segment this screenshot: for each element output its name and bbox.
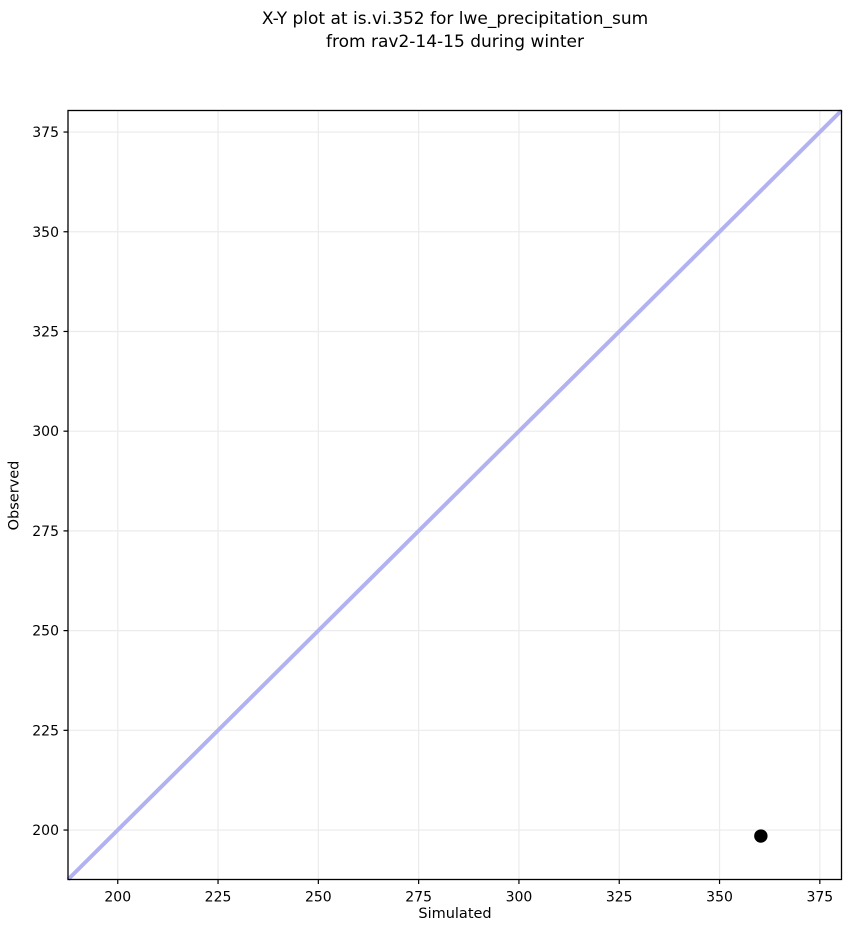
plot-border — [67, 109, 843, 881]
y-tick-label: 325 — [32, 324, 59, 340]
identity-line-line — [66, 109, 843, 881]
data-point — [754, 829, 768, 843]
x-tick-label: 225 — [205, 890, 232, 906]
y-tick-label: 350 — [32, 225, 59, 241]
x-tick-label: 325 — [606, 890, 633, 906]
y-axis-label: Observed — [6, 460, 23, 531]
x-tick-label: 375 — [806, 890, 833, 906]
x-tick-label: 250 — [305, 890, 332, 906]
y-tick-label: 275 — [32, 524, 59, 540]
y-tick-label: 300 — [32, 424, 59, 440]
x-axis-label: Simulated — [418, 906, 492, 922]
y-tick-label: 375 — [32, 125, 59, 141]
x-tick-label: 350 — [706, 890, 733, 906]
chart-title-line1: X-Y plot at is.vi.352 for lwe_precipitat… — [261, 9, 649, 29]
chart-title: X-Y plot at is.vi.352 for lwe_precipitat… — [68, 8, 842, 54]
x-tick-label: 275 — [405, 890, 432, 906]
x-tick-label: 300 — [506, 890, 533, 906]
y-tick-label: 250 — [32, 624, 59, 640]
chart-title-line2: from rav2-14-15 during winter — [326, 32, 584, 52]
y-tick-label: 225 — [32, 723, 59, 739]
x-tick-label: 200 — [104, 890, 131, 906]
y-tick-label: 200 — [32, 823, 59, 839]
